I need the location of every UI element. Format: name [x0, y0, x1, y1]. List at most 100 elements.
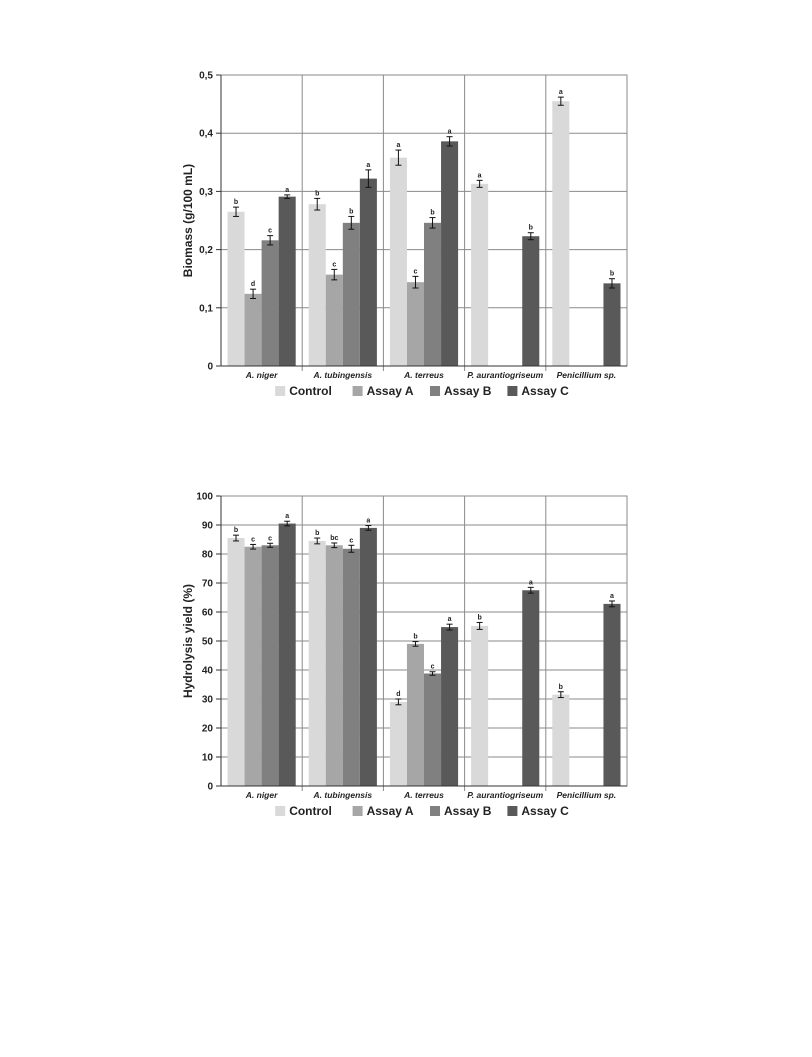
legend-swatch-assay-b	[430, 806, 440, 816]
legend-swatch-control	[275, 386, 286, 396]
y-tick-label: 60	[202, 608, 214, 619]
y-tick-label: 40	[202, 666, 214, 677]
bar-assay-b	[424, 222, 442, 366]
y-tick-label: 100	[196, 492, 213, 503]
significance-label: b	[349, 208, 353, 215]
bar-assay-a	[325, 545, 343, 786]
legend-label-assay-b: Assay B	[444, 804, 492, 818]
bar-assay-a	[406, 643, 424, 786]
y-tick-label: 70	[202, 579, 214, 590]
category-label: A. tubingensis	[313, 370, 373, 380]
significance-label: b	[413, 634, 417, 641]
legend-swatch-control	[275, 806, 286, 816]
significance-label: a	[448, 129, 452, 136]
y-axis-label: Hydrolysis yield (%)	[181, 584, 195, 698]
legend-label-assay-a: Assay A	[367, 384, 414, 398]
bar-assay-a	[244, 546, 262, 786]
y-tick-label: 10	[202, 753, 214, 764]
category-label: A. niger	[245, 790, 278, 800]
category-label: P. aurantiogriseum	[467, 790, 543, 800]
significance-label: c	[431, 664, 435, 671]
significance-label: d	[396, 691, 400, 698]
category-label: A. terreus	[403, 790, 444, 800]
bar-assay-c	[359, 527, 377, 786]
significance-label: c	[349, 537, 353, 544]
legend: Control Assay A Assay B Assay C	[275, 384, 569, 398]
bar-assay-c	[278, 523, 296, 786]
bar-control	[308, 540, 326, 786]
bar-assay-c	[603, 283, 621, 366]
significance-label: b	[234, 527, 238, 534]
category-label: A. niger	[245, 370, 278, 380]
legend-label-assay-a: Assay A	[367, 804, 414, 818]
y-tick-label: 0	[207, 362, 213, 373]
significance-label: b	[315, 530, 319, 537]
bar-assay-a	[244, 293, 262, 366]
significance-label: a	[285, 187, 289, 194]
significance-label: b	[529, 225, 533, 232]
significance-label: a	[610, 593, 614, 600]
y-tick-label: 0	[207, 782, 213, 793]
legend-swatch-assay-a	[352, 806, 363, 816]
y-tick-label: 0,1	[199, 303, 213, 314]
bar-assay-c	[522, 236, 540, 366]
bar-control	[308, 204, 326, 366]
significance-label: a	[559, 89, 563, 96]
y-axis-label: Biomass (g/100 mL)	[181, 164, 195, 277]
category-label: A. terreus	[403, 370, 444, 380]
bar-control	[227, 211, 245, 366]
bar-assay-a	[406, 282, 424, 366]
y-tick-label: 0,5	[199, 71, 213, 82]
bar-control	[552, 694, 570, 786]
category-label: Penicillium sp.	[557, 370, 617, 380]
legend-swatch-assay-c	[507, 806, 518, 816]
significance-label: a	[396, 142, 400, 149]
biomass-chart: 0 0,1 0,2 0,3 0,4 0,5 b b a a a d c c c b b a a a b b A. niger…	[181, 71, 628, 398]
bar-assay-c	[603, 603, 621, 786]
significance-label: c	[332, 261, 336, 268]
legend: Control Assay A Assay B Assay C	[275, 804, 569, 818]
significance-label: a	[366, 162, 370, 169]
significance-label: b	[477, 614, 481, 621]
y-tick-label: 0,3	[199, 187, 213, 198]
significance-label: b	[559, 684, 563, 691]
category-label: Penicillium sp.	[557, 790, 617, 800]
legend-label-control: Control	[289, 384, 332, 398]
legend-label-assay-c: Assay C	[521, 384, 569, 398]
bar-control	[471, 183, 489, 366]
legend-swatch-assay-a	[352, 386, 363, 396]
y-tick-label: 20	[202, 724, 214, 735]
bar-assay-c	[522, 590, 540, 786]
significance-label: b	[430, 210, 434, 217]
significance-label: a	[529, 579, 533, 586]
bar-assay-b	[261, 240, 279, 366]
significance-label: a	[478, 172, 482, 179]
significance-label: a	[285, 513, 289, 520]
category-label: A. tubingensis	[313, 790, 373, 800]
bar-assay-c	[359, 178, 377, 366]
legend-label-control: Control	[289, 804, 332, 818]
bar-assay-c	[441, 627, 459, 786]
bar-control	[389, 157, 407, 366]
significance-label: d	[251, 281, 255, 288]
bar-control	[471, 625, 489, 786]
significance-label: b	[234, 199, 238, 206]
y-tick-label: 50	[202, 637, 214, 648]
legend-label-assay-c: Assay C	[521, 804, 569, 818]
significance-label: c	[251, 536, 255, 543]
significance-label: c	[414, 268, 418, 275]
category-label: P. aurantiogriseum	[467, 370, 543, 380]
legend-swatch-assay-b	[430, 386, 440, 396]
legend-label-assay-b: Assay B	[444, 384, 492, 398]
bar-assay-b	[424, 673, 442, 786]
bar-assay-b	[261, 545, 279, 786]
bar-assay-b	[342, 548, 360, 786]
y-tick-label: 90	[202, 521, 214, 532]
significance-label: bc	[330, 535, 338, 542]
bar-control	[389, 701, 407, 786]
significance-label: a	[448, 616, 452, 623]
y-tick-label: 80	[202, 550, 214, 561]
bar-control	[552, 101, 570, 366]
y-tick-label: 0,2	[199, 245, 213, 256]
